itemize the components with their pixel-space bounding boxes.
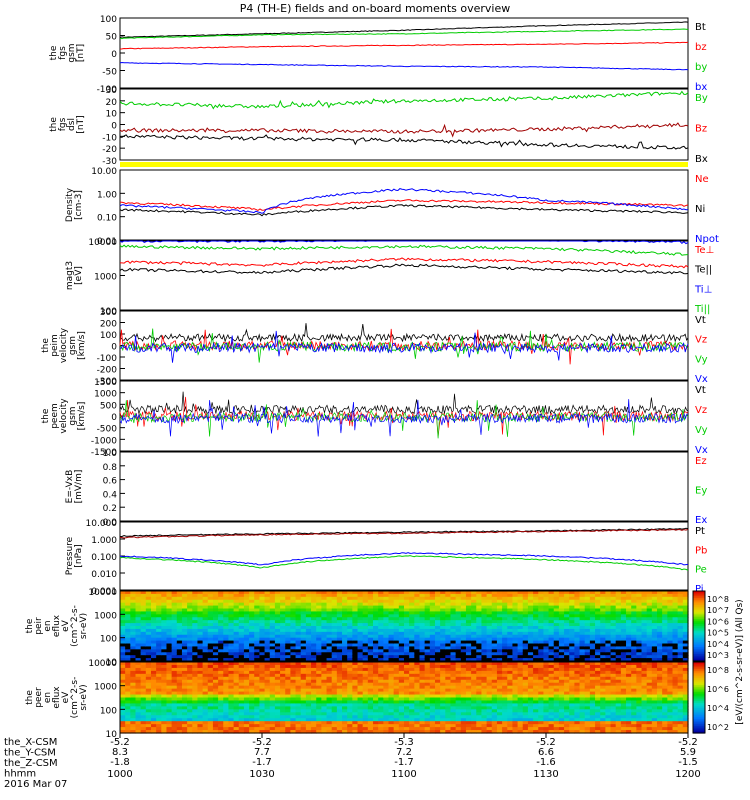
legend-entry: bz — [695, 42, 707, 53]
series-line-Te|| — [120, 264, 688, 274]
legend-entry: bx — [695, 82, 707, 93]
legend-entry: Ez — [695, 456, 707, 467]
legend-entry: Vx — [695, 374, 708, 385]
y-tick-label: 0.6 — [103, 477, 118, 487]
y-tick-label: 1000 — [94, 611, 117, 621]
series-line-Pi — [120, 553, 688, 565]
series-line-Bz — [120, 123, 688, 136]
y-tick-label: -10 — [102, 133, 117, 143]
series-line-By — [120, 92, 688, 109]
y-axis-label: [cm-3] — [74, 190, 84, 220]
y-tick-label: 10000 — [88, 238, 117, 248]
series-line-Pt — [120, 528, 688, 536]
series-line-Ti|| — [120, 245, 688, 255]
legend-entry: Te⊥ — [694, 245, 714, 256]
y-tick-label: 100 — [100, 15, 117, 25]
y-axis-label: [eV] — [74, 266, 84, 285]
y-tick-label: 200 — [100, 320, 117, 330]
legend-entry: by — [695, 62, 707, 73]
y-tick-label: 0.2 — [103, 504, 117, 514]
series-line-Pb — [120, 529, 688, 538]
series-line-Bt — [120, 22, 688, 38]
legend-entry: Bz — [695, 124, 707, 135]
y-tick-label: 100 — [100, 635, 117, 645]
y-tick-label: -500 — [97, 425, 118, 435]
panel-frame — [120, 170, 688, 240]
y-tick-label: -200 — [97, 366, 118, 376]
y-tick-label: 500 — [100, 401, 117, 411]
legend-entry: Vy — [695, 425, 708, 436]
y-tick-label: 300 — [100, 308, 117, 318]
legend-entry: Te|| — [694, 265, 712, 276]
y-tick-label: 1000 — [94, 273, 117, 283]
y-tick-label: -20 — [102, 145, 117, 155]
y-tick-label: 10.000 — [86, 519, 118, 529]
y-tick-label: 30 — [106, 86, 118, 96]
y-tick-label: 0 — [111, 413, 117, 423]
y-tick-label: 1.00 — [97, 190, 117, 200]
series-line-Pe — [120, 556, 688, 571]
y-tick-label: 0.100 — [91, 553, 117, 563]
y-tick-label: 20 — [106, 98, 118, 108]
legend-entry: Ti⊥ — [694, 284, 712, 295]
y-axis-label: [mV/m] — [74, 470, 84, 504]
legend-entry: Ne — [695, 174, 709, 185]
legend-entry: Ex — [695, 515, 707, 526]
series-line-Ti⊥ — [120, 241, 688, 244]
y-tick-label: 0.4 — [103, 490, 118, 500]
legend-entry: Vt — [695, 385, 706, 396]
y-axis-label: [nT] — [76, 115, 86, 133]
y-tick-label: 1.000 — [91, 536, 117, 546]
y-axis-label: [nT] — [76, 44, 86, 62]
y-tick-label: 0 — [111, 343, 117, 353]
y-axis-label: [km/s] — [77, 331, 87, 360]
legend-entry: Ti|| — [694, 304, 710, 315]
legend-entry: Vz — [695, 405, 707, 416]
series-line-Te⊥ — [120, 258, 688, 268]
y-tick-label: 10.00 — [91, 167, 117, 177]
legend-entry: Bt — [695, 22, 706, 33]
y-axis-label: [nPa] — [74, 544, 84, 567]
y-tick-label: 0.010 — [91, 570, 117, 580]
y-tick-label: 0.10 — [97, 214, 117, 224]
legend-entry: Vz — [695, 335, 707, 346]
y-tick-label: 0.8 — [103, 463, 118, 473]
y-tick-label: 10 — [106, 110, 118, 120]
y-tick-label: -1000 — [91, 436, 117, 446]
y-tick-label: -50 — [102, 68, 117, 78]
panel-frame — [120, 18, 688, 88]
y-tick-label: 1.0 — [103, 449, 118, 459]
y-tick-label: 100 — [100, 331, 117, 341]
y-tick-label: 1000 — [94, 390, 117, 400]
legend-entry: Pb — [695, 545, 707, 556]
legend-entry: Vy — [695, 354, 708, 365]
series-line-bx — [120, 63, 688, 70]
legend-entry: Vt — [695, 315, 706, 326]
series-line-Vz — [120, 329, 688, 365]
legend-entry: Pe — [695, 565, 707, 576]
series-line-bz — [120, 42, 688, 49]
legend-entry: By — [695, 93, 708, 104]
y-axis-label: sr-eV) — [79, 613, 89, 639]
y-tick-label: 50 — [106, 33, 118, 43]
legend-entry: Npot — [695, 234, 719, 245]
legend-entry: Vx — [695, 445, 708, 456]
legend-entry: Ni — [695, 204, 705, 215]
quality-flag-bar — [120, 162, 688, 167]
legend-entry: Pt — [695, 526, 705, 537]
series-line-Bx — [120, 135, 688, 149]
y-tick-label: 0 — [111, 122, 117, 132]
y-axis-label: [km/s] — [77, 402, 87, 431]
y-tick-label: -100 — [97, 354, 118, 364]
legend-entry: Ey — [695, 486, 707, 497]
y-tick-label: -30 — [102, 157, 117, 167]
y-tick-label: 0 — [111, 50, 117, 60]
series-line-Npot — [120, 189, 688, 214]
legend-entry: Bx — [695, 154, 708, 165]
panel-frame — [120, 452, 688, 521]
series-line-Vt — [120, 392, 688, 414]
y-tick-label: 10000 — [88, 588, 117, 598]
y-tick-label: 1500 — [94, 378, 117, 388]
